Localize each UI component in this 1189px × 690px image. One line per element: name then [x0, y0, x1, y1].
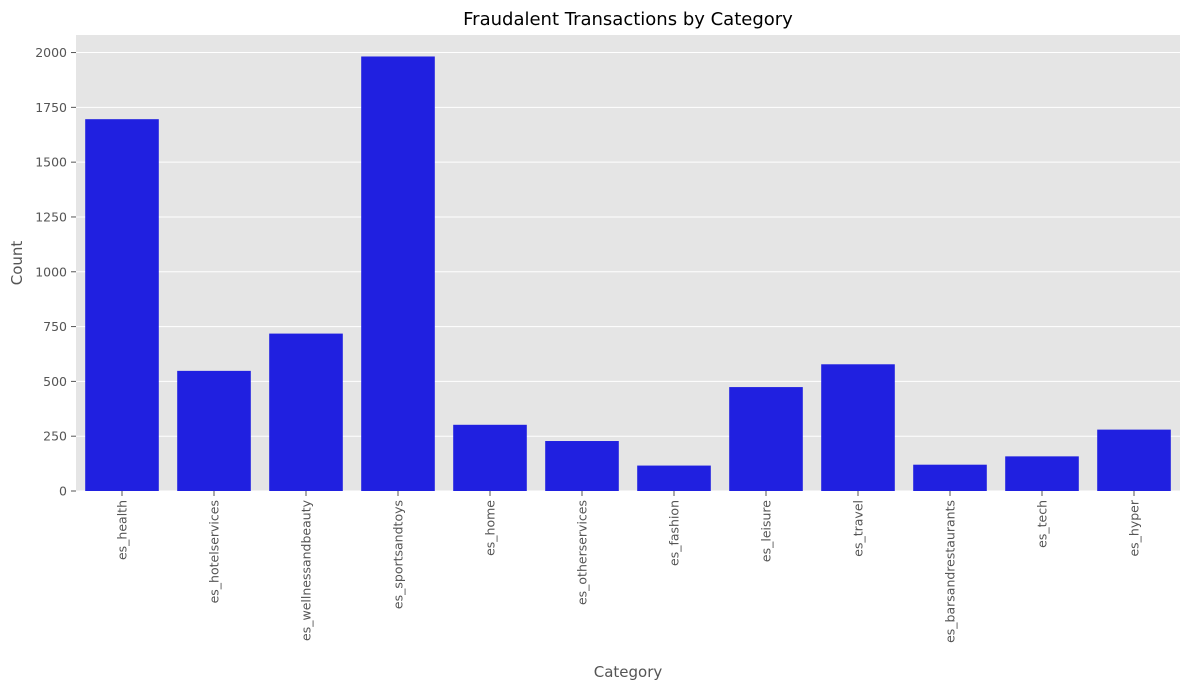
bar [1097, 429, 1171, 491]
bar [729, 387, 803, 491]
y-tick-label: 1250 [35, 209, 67, 224]
bar [177, 370, 251, 491]
x-tick-label: es_hyper [1127, 499, 1142, 556]
bar [1005, 456, 1079, 491]
plot-area [76, 35, 1180, 491]
bar [821, 364, 895, 491]
x-tick-label: es_hotelservices [207, 500, 222, 603]
bar [913, 464, 987, 491]
y-tick-label: 750 [43, 319, 67, 334]
bar [453, 424, 527, 491]
bar [269, 333, 343, 491]
x-axis-label: Category [594, 663, 663, 681]
y-tick-label: 500 [43, 374, 67, 389]
y-tick-label: 0 [59, 484, 67, 499]
y-axis-ticks: 0 250 500 750 1000 1250 1500 1750 2000 [35, 45, 76, 499]
x-tick-label: es_tech [1035, 500, 1050, 548]
x-tick-label: es_health [115, 500, 130, 560]
chart-title: Fraudalent Transactions by Category [463, 9, 793, 30]
x-tick-label: es_barsandrestaurants [943, 500, 958, 643]
grid-lines [76, 52, 1180, 492]
x-tick-label: es_fashion [667, 500, 682, 566]
y-tick-label: 2000 [35, 45, 67, 60]
bar [361, 56, 435, 491]
y-tick-label: 1750 [35, 100, 67, 115]
bar [85, 119, 159, 491]
y-tick-label: 1000 [35, 264, 67, 279]
y-tick-label: 250 [43, 429, 67, 444]
y-tick-label: 1500 [35, 155, 67, 170]
bar [545, 441, 619, 491]
x-axis-ticks: es_health es_hotelservices es_wellnessandb… [115, 491, 1142, 643]
y-axis-label: Count [8, 241, 26, 286]
x-tick-label: es_sportsandtoys [391, 500, 406, 609]
x-tick-label: es_wellnessandbeauty [299, 499, 314, 641]
bars [85, 56, 1171, 491]
x-tick-label: es_otherservices [575, 500, 590, 605]
x-tick-label: es_travel [851, 500, 866, 557]
bar [637, 465, 711, 491]
x-tick-label: es_leisure [759, 500, 774, 562]
x-tick-label: es_home [483, 500, 498, 556]
